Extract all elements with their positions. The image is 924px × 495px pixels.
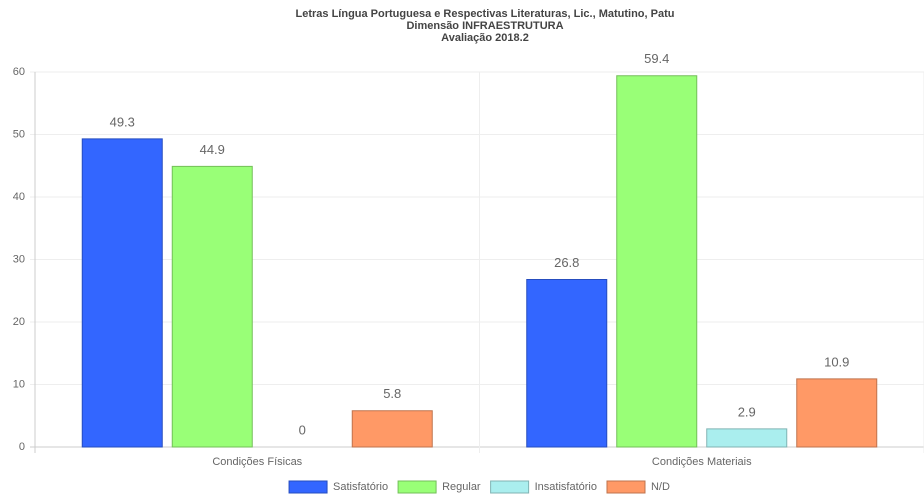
value-label: 26.8 xyxy=(554,255,579,270)
legend-label: Insatisfatório xyxy=(535,481,597,493)
bar xyxy=(351,410,433,448)
y-tick-label: 30 xyxy=(13,253,25,265)
value-label: 44.9 xyxy=(200,142,225,157)
x-tick-label: Condições Físicas xyxy=(212,456,302,468)
value-label: 49.3 xyxy=(110,114,135,129)
value-label: 10.9 xyxy=(824,354,849,369)
y-tick-label: 0 xyxy=(19,441,25,453)
y-tick-label: 10 xyxy=(13,378,25,390)
legend-swatch xyxy=(397,480,437,494)
x-tick-label: Condições Materiais xyxy=(652,456,752,468)
value-label: 2.9 xyxy=(738,404,756,419)
legend-label: Satisfatório xyxy=(333,481,388,493)
bar xyxy=(616,75,698,448)
legend-swatch xyxy=(490,480,530,494)
chart-title: Letras Língua Portuguesa e Respectivas L… xyxy=(296,8,675,20)
legend-label: N/D xyxy=(651,481,670,493)
y-tick-label: 40 xyxy=(13,191,25,203)
y-tick-label: 50 xyxy=(13,128,25,140)
value-label: 59.4 xyxy=(644,51,669,66)
chart-title: Avaliação 2018.2 xyxy=(441,32,529,44)
y-tick-label: 20 xyxy=(13,316,25,328)
chart-title: Dimensão INFRAESTRUTURA xyxy=(406,20,563,32)
y-tick-label: 60 xyxy=(13,66,25,78)
legend-swatch xyxy=(606,480,646,494)
bar xyxy=(706,428,788,448)
value-label: 5.8 xyxy=(383,386,401,401)
value-label: 0 xyxy=(299,422,306,437)
bar xyxy=(81,138,163,448)
bar xyxy=(796,378,878,448)
legend-label: Regular xyxy=(442,481,481,493)
legend-swatch xyxy=(288,480,328,494)
bar xyxy=(526,279,608,448)
bar xyxy=(171,165,253,448)
